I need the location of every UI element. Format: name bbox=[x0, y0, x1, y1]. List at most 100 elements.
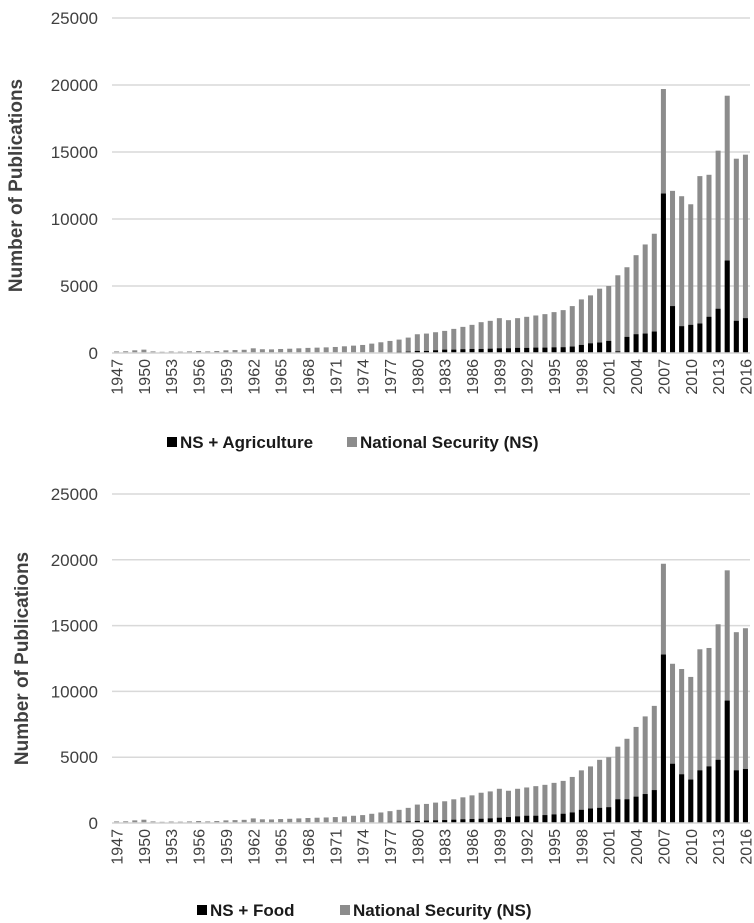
bar-national-security bbox=[587, 766, 594, 823]
x-tick-label: 2016 bbox=[738, 829, 754, 865]
bar-national-security bbox=[132, 350, 138, 353]
bar-subset bbox=[442, 349, 448, 353]
bar-national-security bbox=[679, 196, 685, 353]
bar-subset bbox=[587, 343, 594, 353]
bar-national-security bbox=[278, 348, 284, 353]
x-tick-label: 1971 bbox=[328, 829, 345, 865]
bar-subset bbox=[670, 763, 676, 823]
y-tick-label: 10000 bbox=[51, 210, 98, 229]
bar-subset bbox=[578, 809, 584, 823]
bar-subset bbox=[642, 794, 648, 823]
bar-national-security bbox=[250, 348, 256, 353]
bar-subset bbox=[688, 779, 694, 823]
legend-label: NS + Food bbox=[210, 901, 295, 920]
bar-subset bbox=[587, 808, 594, 823]
x-tick-label: 1995 bbox=[547, 359, 564, 395]
bar-national-security bbox=[150, 821, 156, 823]
bar-national-security bbox=[305, 347, 311, 353]
bar-national-security bbox=[651, 705, 657, 823]
y-tick-label: 0 bbox=[89, 814, 98, 833]
bar-national-security bbox=[296, 818, 302, 823]
legend-swatch bbox=[167, 437, 177, 447]
x-tick-label: 2016 bbox=[738, 359, 754, 395]
bar-national-security bbox=[442, 801, 448, 823]
legend-swatch bbox=[197, 905, 207, 915]
bar-subset bbox=[642, 333, 648, 353]
x-tick-label: 2004 bbox=[629, 829, 646, 865]
x-tick-label: 2001 bbox=[602, 829, 619, 865]
bar-national-security bbox=[396, 339, 402, 353]
bar-subset bbox=[679, 774, 685, 823]
bar-national-security bbox=[141, 819, 147, 823]
bar-national-security bbox=[378, 812, 384, 823]
bar-national-security bbox=[369, 813, 375, 823]
bar-subset bbox=[569, 346, 575, 353]
bar-subset bbox=[515, 347, 521, 353]
bar-national-security bbox=[515, 788, 521, 823]
bar-national-security bbox=[487, 320, 493, 353]
bar-national-security bbox=[560, 310, 566, 353]
bar-national-security bbox=[351, 815, 357, 823]
bar-subset bbox=[551, 347, 557, 353]
x-tick-label: 2013 bbox=[711, 829, 728, 865]
y-axis-title: Number of Publications bbox=[12, 552, 33, 765]
chart-bottom-svg: 0 5000 10000 15000 20000 25000 Number of Publi… bbox=[12, 485, 754, 920]
bar-subset bbox=[487, 348, 493, 353]
bar-national-security bbox=[642, 716, 648, 823]
bar-national-security bbox=[150, 351, 156, 353]
x-tick-label: 2013 bbox=[711, 359, 728, 395]
bar-national-security bbox=[706, 174, 712, 353]
bar-national-security bbox=[551, 312, 557, 353]
bar-subset bbox=[414, 350, 420, 353]
bar-subset bbox=[706, 316, 712, 353]
x-tick-label: 1980 bbox=[410, 829, 427, 865]
bar-subset bbox=[478, 348, 484, 353]
x-tick-label: 1980 bbox=[410, 359, 427, 395]
bar-subset bbox=[442, 820, 448, 823]
bar-national-security bbox=[114, 351, 120, 353]
bar-national-security bbox=[533, 786, 539, 823]
x-tick-label: 1965 bbox=[274, 359, 291, 395]
bar-subset bbox=[460, 349, 466, 353]
bar-national-security bbox=[478, 792, 484, 823]
y-tick-label: 5000 bbox=[60, 748, 98, 767]
bar-national-security bbox=[278, 819, 284, 823]
bar-national-security bbox=[633, 255, 639, 353]
bar-subset bbox=[423, 350, 429, 353]
x-tick-label: 1953 bbox=[164, 829, 181, 865]
bar-national-security bbox=[351, 345, 357, 353]
bar-subset bbox=[624, 799, 630, 823]
bar-subset bbox=[405, 821, 411, 823]
bar-national-security bbox=[186, 821, 192, 823]
bar-national-security bbox=[551, 782, 557, 823]
bar-subset bbox=[606, 340, 612, 353]
bar-national-security bbox=[633, 726, 639, 823]
bar-national-security bbox=[688, 676, 694, 823]
bar-national-security bbox=[132, 820, 138, 823]
bar-national-security bbox=[396, 809, 402, 823]
bar-subset bbox=[651, 331, 657, 353]
bar-subset bbox=[433, 350, 439, 353]
x-tick-label: 1971 bbox=[328, 359, 345, 395]
bar-subset bbox=[651, 790, 657, 823]
bar-national-security bbox=[515, 318, 521, 353]
bar-subset bbox=[469, 348, 475, 353]
bar-subset bbox=[742, 769, 748, 823]
bar-subset bbox=[433, 820, 439, 823]
bar-subset bbox=[569, 812, 575, 823]
x-tick-label: 1977 bbox=[383, 829, 400, 865]
y-tick-label: 10000 bbox=[51, 682, 98, 701]
bar-subset bbox=[560, 347, 566, 353]
bar-national-security bbox=[597, 288, 603, 353]
bar-national-security bbox=[314, 817, 320, 823]
y-tick-label: 25000 bbox=[51, 9, 98, 28]
bar-subset bbox=[496, 348, 502, 353]
bar-national-security bbox=[742, 154, 748, 353]
chart-top-svg: 0 5000 10000 15000 20000 25000 Number of Publi… bbox=[6, 9, 754, 452]
legend-swatch bbox=[340, 905, 350, 915]
y-tick-label: 15000 bbox=[51, 617, 98, 636]
bar-subset bbox=[551, 814, 557, 823]
x-tick-label: 1947 bbox=[110, 359, 127, 395]
bar-national-security bbox=[670, 663, 676, 823]
bar-national-security bbox=[287, 348, 293, 353]
